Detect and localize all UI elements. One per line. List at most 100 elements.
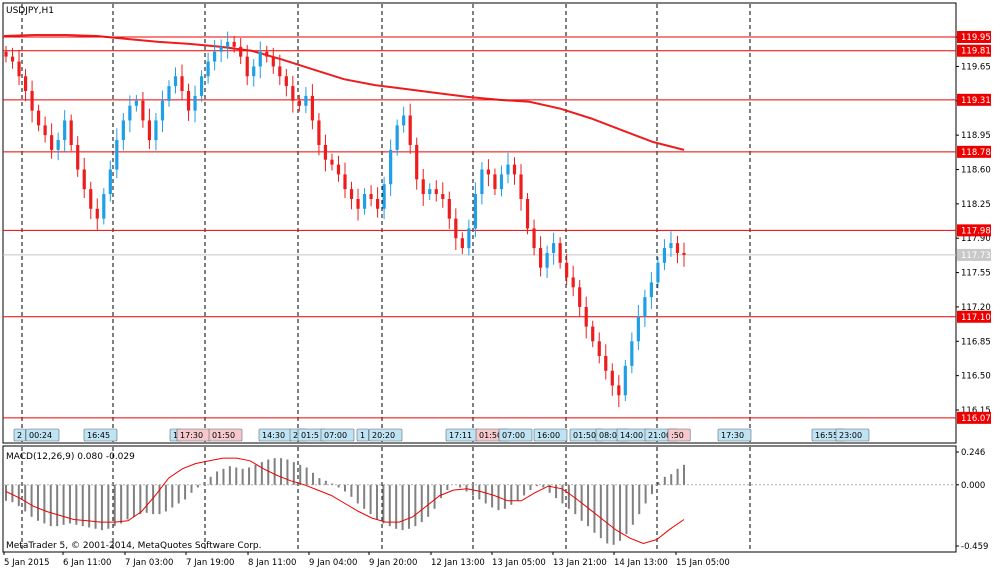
candle-body (310, 95, 315, 121)
event-marker-10[interactable] (356, 428, 369, 442)
event-label-0: 2 (17, 431, 22, 440)
price-badge-label-0: 119.95 (961, 33, 991, 43)
time-tick-label-2: 7 Jan 03:00 (125, 558, 173, 568)
price-badge-4 (957, 224, 991, 237)
event-label-17: 08:00 (599, 431, 622, 440)
copyright-text: MetaTrader 5, © 2001-2014, MetaQuotes So… (6, 541, 262, 551)
candle-body (454, 218, 458, 239)
event-marker-1[interactable] (25, 428, 60, 442)
event-label-21: 17:30 (721, 431, 744, 440)
event-marker-20[interactable] (667, 428, 691, 442)
economic-events-row[interactable]: 200:2416:45117:3001:5014:302201:507:0012… (13, 428, 870, 442)
event-label-1: 00:24 (29, 431, 52, 440)
candle-body (167, 86, 171, 101)
candle-body (193, 95, 197, 111)
price-tick-label-5: 118.25 (961, 200, 991, 210)
price-badge-label-2: 119.31 (961, 96, 991, 106)
candle-body (408, 115, 412, 145)
event-label-18: 14:00 (620, 431, 643, 440)
candle-body (545, 252, 549, 268)
candle-body (226, 41, 230, 47)
time-tick-label-4: 8 Jan 11:00 (248, 558, 296, 568)
candle-body (649, 282, 654, 298)
candle-body (434, 189, 438, 195)
event-marker-0[interactable] (13, 428, 26, 442)
time-axis: 5 Jan 2015 6 Jan 11:00 7 Jan 03:00 7 Jan 19… (3, 552, 730, 568)
candle-body (375, 198, 380, 209)
price-tick-label-8: 117.20 (961, 303, 991, 313)
event-marker-21[interactable] (717, 428, 752, 442)
candle-body (213, 51, 217, 62)
event-label-20: :50 (671, 431, 684, 440)
candle-body (186, 90, 191, 111)
candle-body (591, 326, 595, 342)
candle-body (565, 262, 569, 278)
candle-body (245, 56, 249, 77)
candle-body (115, 140, 119, 170)
candle-body (428, 189, 432, 195)
current-price-badge (957, 248, 991, 261)
event-label-6: 14:30 (262, 431, 285, 440)
price-badge-1 (957, 44, 991, 57)
event-label-12: 17:11 (449, 431, 472, 440)
horizontal-levels[interactable] (3, 36, 956, 419)
candle-body (675, 243, 680, 253)
price-badge-label-3: 118.78 (961, 148, 991, 158)
event-label-3: 1 (173, 431, 178, 440)
event-label-5: 01:50 (212, 431, 235, 440)
price-tick-label-1: 119.65 (961, 62, 991, 72)
price-pane-frame[interactable] (2, 2, 957, 444)
macd-title: MACD(12,26,9) 0.080 -0.029 (6, 452, 135, 462)
candle-body (63, 120, 67, 141)
price-badge-6 (957, 411, 991, 424)
candle-body (356, 198, 360, 209)
event-label-10: 1 (360, 431, 365, 440)
event-marker-11[interactable] (368, 428, 403, 442)
event-marker-9[interactable] (320, 428, 355, 442)
candle-body (173, 76, 178, 87)
time-tick-label-8: 13 Jan 05:00 (492, 558, 546, 568)
candle-body (76, 144, 80, 170)
candle-body (636, 316, 640, 342)
price-tick-label-7: 117.55 (961, 269, 991, 279)
candle-body (395, 125, 399, 150)
candle-body (486, 169, 491, 175)
macd-axis: 0.246 0.000 -0.459 (956, 448, 988, 552)
candle-body (538, 248, 543, 268)
time-tick-label-9: 13 Jan 21:00 (553, 558, 607, 568)
candle-body (43, 125, 47, 136)
candle-body (604, 356, 608, 371)
event-label-14: 07:00 (502, 431, 525, 440)
candle-body (578, 287, 582, 307)
event-label-16: 01:50 (573, 431, 596, 440)
event-label-23: 23:00 (839, 431, 862, 440)
candle-body (323, 144, 328, 160)
macd-pane-frame[interactable] (2, 445, 957, 553)
candle-body (493, 174, 497, 190)
candle-body (610, 370, 614, 386)
candle-body (473, 194, 477, 229)
candle-body (284, 76, 288, 87)
event-label-22: 16:55 (815, 431, 838, 440)
macd-tick-label-2: -0.459 (961, 542, 988, 552)
event-marker-23[interactable] (835, 428, 870, 442)
candle-body (36, 110, 41, 126)
candle-body (239, 46, 243, 57)
candle-body (349, 189, 354, 199)
candle-body (571, 277, 575, 288)
candle-body (108, 169, 112, 195)
event-marker-5[interactable] (208, 428, 243, 442)
macd-tick-label-1: 0.000 (961, 481, 985, 491)
candle-body (382, 184, 386, 209)
moving-average-line (3, 34, 685, 151)
candle-body (141, 100, 145, 121)
candle-body (519, 174, 523, 199)
candle-body (656, 262, 660, 283)
event-marker-14[interactable] (498, 428, 533, 442)
event-label-15: 16:00 (537, 431, 560, 440)
price-badge-label-1: 119.81 (961, 47, 991, 57)
event-marker-15[interactable] (533, 428, 568, 442)
candle-body (30, 90, 34, 111)
event-marker-2[interactable] (83, 428, 118, 442)
